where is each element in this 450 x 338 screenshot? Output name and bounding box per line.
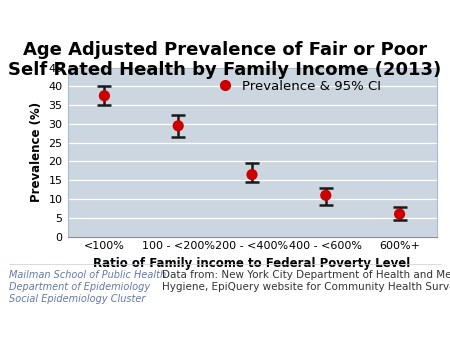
Text: Mailman School of Public Health
Department of Epidemiology
Social Epidemiology C: Mailman School of Public Health Departme… <box>9 270 166 304</box>
Point <box>101 93 108 98</box>
Legend: Prevalence & 95% CI: Prevalence & 95% CI <box>207 76 385 97</box>
Text: Age Adjusted Prevalence of Fair or Poor
Self Rated Health by Family Income (2013: Age Adjusted Prevalence of Fair or Poor … <box>9 41 441 79</box>
Point <box>175 123 182 128</box>
Text: Data from: New York City Department of Health and Mental
Hygiene, EpiQuery websi: Data from: New York City Department of H… <box>162 270 450 292</box>
Y-axis label: Prevalence (%): Prevalence (%) <box>30 102 43 202</box>
Point <box>248 172 256 177</box>
Point <box>396 211 403 217</box>
X-axis label: Ratio of Family income to Federal Poverty Level: Ratio of Family income to Federal Povert… <box>94 257 410 270</box>
Point <box>322 193 329 198</box>
